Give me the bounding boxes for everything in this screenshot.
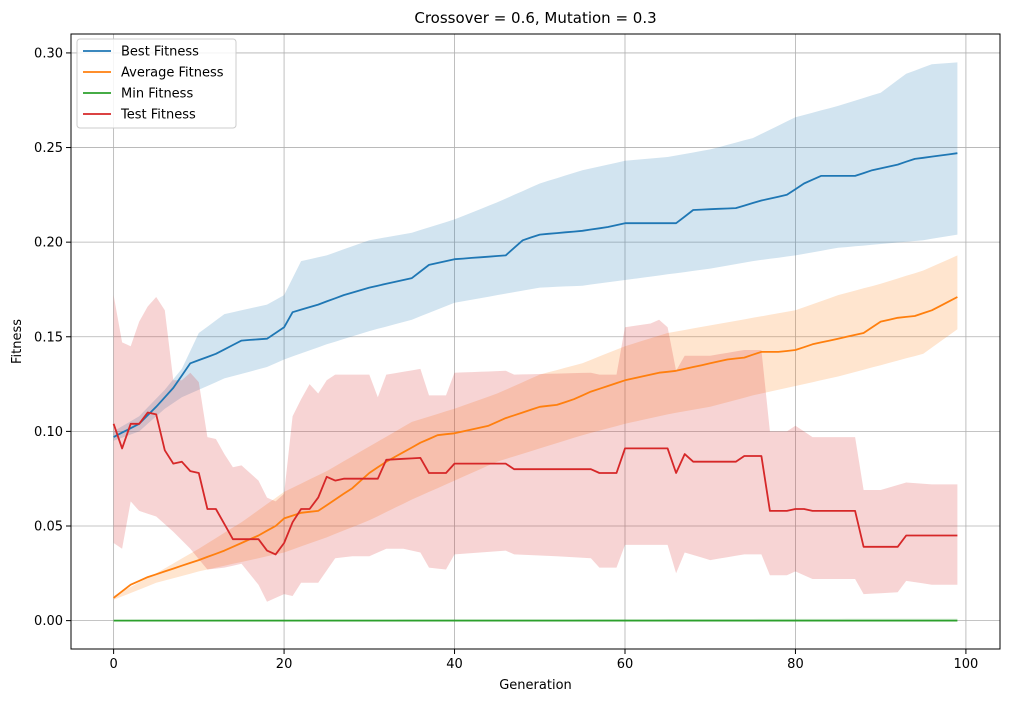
- chart-title: Crossover = 0.6, Mutation = 0.3: [414, 9, 656, 27]
- x-tick-label: 60: [617, 657, 634, 672]
- average-fitness-line: [113, 296, 958, 599]
- plot-frame: [70, 33, 1001, 650]
- x-axis-label: Generation: [499, 678, 572, 693]
- y-tick-label: 0.30: [34, 46, 63, 61]
- y-axis: 0.00 0.05 0.10 0.15 0.20 0.25 0.30: [34, 46, 71, 629]
- test-fitness-band: [113, 295, 958, 602]
- x-tick-label: 80: [787, 657, 804, 672]
- legend-box: [76, 38, 237, 129]
- confidence-bands: [113, 62, 958, 621]
- x-tick-label: 100: [953, 657, 978, 672]
- min-fitness-legend-label: Min Fitness: [121, 87, 193, 102]
- y-tick-label: 0.10: [34, 425, 63, 440]
- x-axis: 0 20 40 60 80 100: [109, 649, 978, 672]
- test-fitness-line: [112, 411, 958, 556]
- legend: Best Fitness Average Fitness Min Fitness Te…: [76, 38, 237, 129]
- average-fitness-band: [113, 255, 958, 600]
- x-tick-label: 40: [446, 657, 463, 672]
- best-fitness-line: [113, 152, 958, 438]
- test-fitness-legend-label: Test Fitness: [120, 108, 196, 123]
- x-tick-label: 0: [109, 657, 117, 672]
- best-fitness-band: [113, 62, 958, 441]
- y-tick-label: 0.20: [34, 236, 63, 251]
- y-tick-label: 0.25: [34, 141, 63, 156]
- x-tick-label: 20: [276, 657, 293, 672]
- best-fitness-legend-label: Best Fitness: [121, 45, 199, 60]
- y-tick-label: 0.15: [34, 330, 63, 345]
- y-axis-label: Fitness: [10, 319, 25, 364]
- average-fitness-legend-label: Average Fitness: [121, 66, 224, 81]
- y-tick-label: 0.05: [34, 520, 63, 535]
- series-lines: [112, 152, 958, 622]
- y-tick-label: 0.00: [34, 614, 63, 629]
